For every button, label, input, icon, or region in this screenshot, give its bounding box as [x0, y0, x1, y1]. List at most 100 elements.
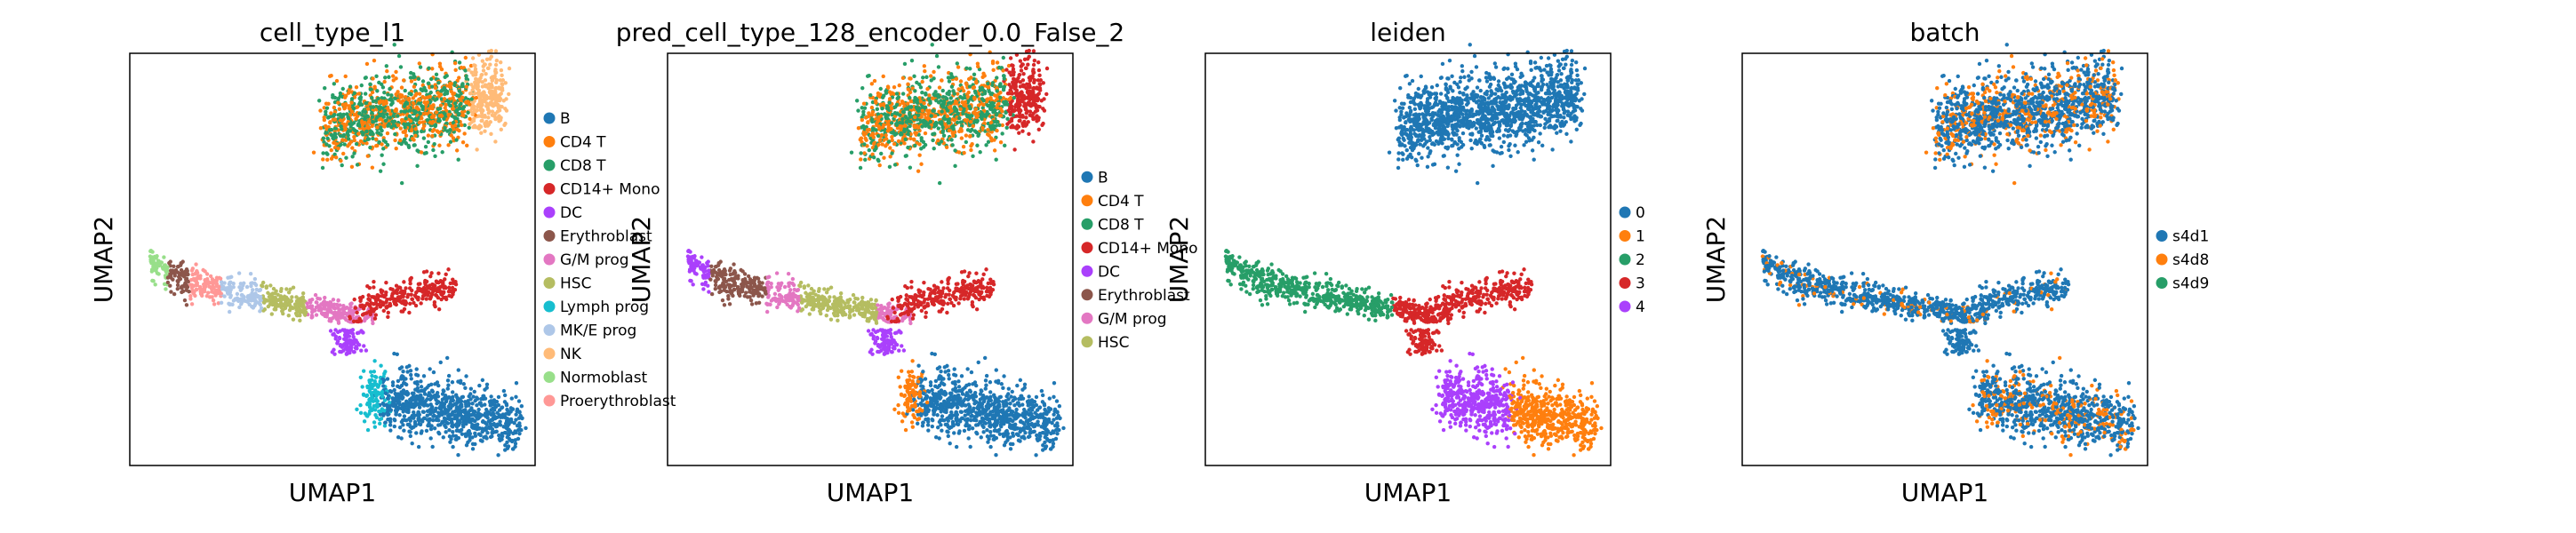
scatter-point	[964, 81, 969, 86]
scatter-point	[492, 408, 497, 412]
scatter-point	[897, 83, 901, 88]
scatter-point	[352, 134, 356, 139]
scatter-point	[451, 281, 456, 285]
scatter-point	[860, 117, 865, 123]
scatter-point	[470, 442, 476, 446]
scatter-point	[397, 385, 403, 390]
scatter-point	[501, 425, 506, 429]
scatter-point	[403, 95, 408, 99]
scatter-point	[331, 92, 335, 98]
scatter-point	[1010, 63, 1014, 68]
scatter-point	[156, 259, 161, 263]
scatter-point	[394, 108, 398, 114]
scatter-point	[940, 104, 945, 108]
scatter-point	[861, 101, 867, 106]
scatter-point	[1009, 85, 1013, 90]
scatter-point	[986, 81, 990, 86]
scatter-point	[453, 68, 458, 73]
scatter-point	[912, 137, 916, 141]
scatter-point	[920, 90, 924, 95]
scatter-point	[899, 132, 903, 137]
scatter-point	[479, 111, 484, 115]
scatter-point	[790, 276, 796, 282]
scatter-point	[386, 314, 390, 319]
scatter-point	[405, 391, 411, 396]
scatter-point	[895, 96, 900, 100]
scatter-point	[1021, 71, 1026, 76]
scatter-point	[451, 425, 455, 429]
scatter-point	[1013, 84, 1018, 89]
legend-label: Proerythroblast	[560, 393, 676, 410]
x-axis-label: UMAP1	[289, 478, 377, 507]
scatter-point	[341, 303, 346, 308]
scatter-point	[358, 319, 364, 323]
legend-label: DC	[560, 204, 582, 222]
scatter-point	[370, 110, 374, 115]
scatter-point	[190, 266, 196, 271]
scatter-point	[988, 107, 994, 111]
scatter-point	[172, 264, 176, 269]
scatter-point	[908, 123, 912, 129]
scatter-point	[502, 400, 508, 404]
scatter-point	[345, 112, 349, 116]
scatter-point	[1015, 123, 1020, 128]
scatter-point	[503, 416, 508, 420]
scatter-point	[404, 410, 410, 414]
scatter-point	[297, 305, 301, 310]
scatter-point	[429, 291, 435, 297]
scatter-point	[371, 136, 375, 141]
scatter-point	[508, 418, 513, 424]
scatter-point	[383, 76, 388, 80]
scatter-point	[463, 99, 468, 105]
scatter-point	[194, 287, 199, 292]
scatter-point	[394, 298, 398, 303]
scatter-point	[508, 430, 512, 435]
scatter-point	[913, 89, 917, 93]
scatter-point	[356, 123, 362, 127]
scatter-point	[968, 133, 972, 139]
scatter-point	[436, 410, 441, 415]
scatter-point	[180, 284, 184, 289]
scatter-point	[355, 340, 360, 346]
scatter-point	[454, 109, 459, 114]
scatter-point	[361, 392, 366, 397]
scatter-point	[463, 68, 468, 73]
scatter-point	[394, 69, 398, 75]
scatter-point	[441, 435, 445, 440]
scatter-point	[865, 74, 870, 78]
scatter-point	[930, 96, 935, 100]
scatter-point	[492, 90, 496, 94]
scatter-point	[361, 132, 365, 137]
scatter-point	[328, 120, 332, 124]
scatter-point	[885, 84, 891, 89]
scatter-point	[375, 115, 380, 120]
scatter-point	[390, 396, 395, 401]
scatter-point	[448, 412, 452, 418]
scatter-point	[395, 290, 399, 296]
scatter-point	[916, 169, 921, 173]
scatter-point	[503, 107, 508, 111]
scatter-point	[992, 138, 996, 142]
scatter-point	[329, 111, 333, 115]
scatter-point	[1010, 91, 1014, 96]
scatter-point	[483, 402, 487, 407]
scatter-point	[398, 138, 403, 143]
scatter-point	[990, 101, 996, 106]
scatter-point	[457, 106, 462, 110]
scatter-point	[319, 302, 324, 306]
scatter-point	[890, 151, 894, 155]
scatter-point	[402, 78, 406, 83]
scatter-point	[512, 421, 516, 426]
scatter-point	[372, 403, 377, 409]
scatter-point	[316, 296, 320, 301]
scatter-point	[856, 126, 861, 131]
scatter-point	[519, 404, 524, 409]
scatter-point	[476, 426, 482, 431]
scatter-point	[950, 75, 955, 79]
scatter-point	[499, 91, 503, 96]
scatter-point	[444, 272, 448, 277]
scatter-point	[908, 99, 914, 104]
scatter-point	[475, 147, 479, 152]
scatter-point	[1038, 78, 1044, 83]
